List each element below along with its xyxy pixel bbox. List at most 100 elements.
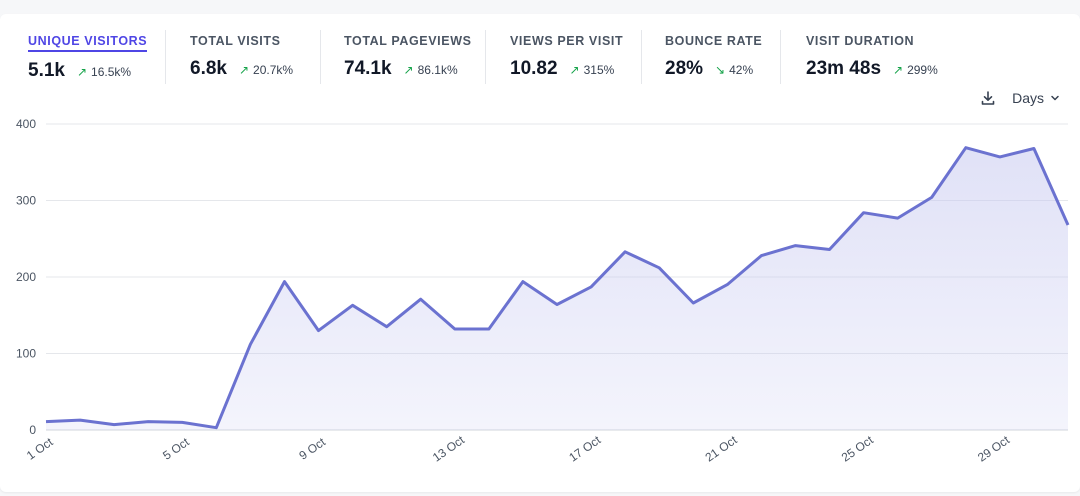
data-point[interactable] (585, 281, 597, 293)
metric-label: TOTAL PAGEVIEWS (344, 34, 472, 48)
period-select[interactable]: Days (1012, 90, 1060, 106)
x-tick-label: 25 Oct (839, 432, 877, 464)
metric-change: ↗ 20.7k% (239, 63, 293, 77)
metric-views-per-visit[interactable]: VIEWS PER VISIT 10.82 ↗ 315% (510, 32, 623, 80)
data-point[interactable] (653, 262, 665, 274)
metric-label: VIEWS PER VISIT (510, 34, 624, 48)
area-fill (46, 147, 1068, 430)
data-point[interactable] (40, 416, 52, 428)
data-point[interactable] (721, 279, 733, 291)
x-tick-label: 9 Oct (296, 434, 328, 462)
data-point[interactable] (483, 323, 495, 335)
arrow-up-right-icon: ↗ (238, 63, 250, 77)
metric-divider (320, 30, 321, 84)
data-point[interactable] (74, 414, 86, 426)
data-point[interactable] (108, 419, 120, 431)
y-tick-label: 200 (16, 270, 36, 284)
metric-divider (780, 30, 781, 84)
data-point[interactable] (994, 151, 1006, 163)
metric-value: 23m 48s (806, 58, 882, 79)
metric-change-value: 20.7k% (253, 63, 294, 77)
metric-unique-visitors[interactable]: UNIQUE VISITORS 5.1k ↗ 16.5k% (28, 32, 148, 82)
data-point[interactable] (313, 325, 325, 337)
data-point[interactable] (960, 142, 972, 154)
arrow-up-right-icon: ↗ (76, 65, 88, 79)
data-point[interactable] (517, 276, 529, 288)
metric-value: 74.1k (344, 58, 392, 79)
data-point[interactable] (824, 243, 836, 255)
data-point[interactable] (415, 293, 427, 305)
data-point[interactable] (619, 246, 631, 258)
metric-row: 74.1k ↗ 86.1k% (344, 58, 472, 80)
arrow-up-right-icon: ↗ (893, 63, 904, 77)
metric-change-value: 315% (583, 63, 615, 77)
metric-value: 6.8k (190, 58, 227, 79)
data-point[interactable] (551, 299, 563, 311)
data-point[interactable] (789, 240, 801, 252)
y-tick-label: 0 (29, 423, 36, 437)
metric-change-value: 86.1k% (417, 63, 458, 77)
x-tick-label: 29 Oct (975, 432, 1013, 464)
data-point[interactable] (381, 321, 393, 333)
metrics-bar: UNIQUE VISITORS 5.1k ↗ 16.5k% TOTAL VISITS 6.… (0, 14, 1080, 94)
metric-value: 28% (665, 58, 704, 79)
metric-row: 10.82 ↗ 315% (510, 58, 623, 80)
arrow-down-right-icon: ↘ (715, 63, 726, 77)
metric-change: ↗ 16.5k% (77, 65, 131, 79)
data-point[interactable] (1062, 219, 1074, 231)
data-point[interactable] (892, 212, 904, 224)
y-tick-label: 400 (16, 117, 36, 131)
download-icon[interactable] (980, 90, 996, 106)
data-point[interactable] (347, 299, 359, 311)
metric-total-pageviews[interactable]: TOTAL PAGEVIEWS 74.1k ↗ 86.1k% (344, 32, 472, 80)
y-axis: 0 100 200 300 400 (16, 117, 36, 437)
metric-total-visits[interactable]: TOTAL VISITS 6.8k ↗ 20.7k% (190, 32, 293, 80)
metric-row: 23m 48s ↗ 299% (806, 58, 938, 80)
data-point[interactable] (244, 338, 256, 350)
data-point[interactable] (176, 416, 188, 428)
data-point[interactable] (687, 297, 699, 309)
metric-label: UNIQUE VISITORS (28, 34, 148, 52)
metric-divider (641, 30, 642, 84)
period-label: Days (1012, 90, 1044, 106)
x-tick-label: 17 Oct (566, 432, 604, 464)
data-point[interactable] (210, 422, 222, 434)
metric-row: 5.1k ↗ 16.5k% (28, 60, 147, 82)
data-point[interactable] (142, 416, 154, 428)
metric-change: ↘ 42% (715, 63, 753, 77)
metric-change: ↗ 86.1k% (404, 63, 458, 77)
metric-row: 6.8k ↗ 20.7k% (190, 58, 293, 80)
chevron-down-icon (1051, 95, 1059, 101)
metric-value: 5.1k (28, 60, 65, 81)
visitors-chart: 0 100 200 300 400 1 Oct 5 Oct 9 Oct 13 Oct 17 Oc… (16, 117, 1074, 465)
metric-change-value: 299% (907, 63, 938, 77)
data-point[interactable] (858, 207, 870, 219)
data-point[interactable] (755, 250, 767, 262)
x-tick-label: 5 Oct (160, 434, 192, 462)
arrow-up-right-icon: ↗ (569, 63, 580, 77)
metric-label: BOUNCE RATE (665, 34, 763, 48)
metric-divider (165, 30, 166, 84)
metric-divider (485, 30, 486, 84)
data-point[interactable] (926, 191, 938, 203)
x-tick-label: 1 Oct (24, 434, 56, 462)
data-point[interactable] (449, 323, 461, 335)
metric-row: 28% ↘ 42% (665, 58, 762, 80)
y-tick-label: 100 (16, 347, 36, 361)
metric-label: TOTAL VISITS (190, 34, 281, 48)
x-axis: 1 Oct 5 Oct 9 Oct 13 Oct 17 Oct 21 Oct 25 Oct 2… (24, 432, 1013, 464)
metric-label: VISIT DURATION (806, 34, 915, 48)
x-tick-label: 21 Oct (703, 432, 741, 464)
data-point[interactable] (278, 276, 290, 288)
metric-change-value: 16.5k% (91, 65, 132, 79)
metric-change: ↗ 315% (570, 63, 615, 77)
data-point[interactable] (1028, 142, 1040, 154)
chart-toolbar: Days (980, 90, 1060, 106)
metric-change-value: 42% (729, 63, 754, 77)
arrow-up-right-icon: ↗ (403, 63, 414, 77)
metric-change: ↗ 299% (893, 63, 938, 77)
metric-visit-duration[interactable]: VISIT DURATION 23m 48s ↗ 299% (806, 32, 938, 80)
series-line (45, 146, 1070, 430)
x-tick-label: 13 Oct (430, 432, 468, 464)
metric-bounce-rate[interactable]: BOUNCE RATE 28% ↘ 42% (665, 32, 762, 80)
